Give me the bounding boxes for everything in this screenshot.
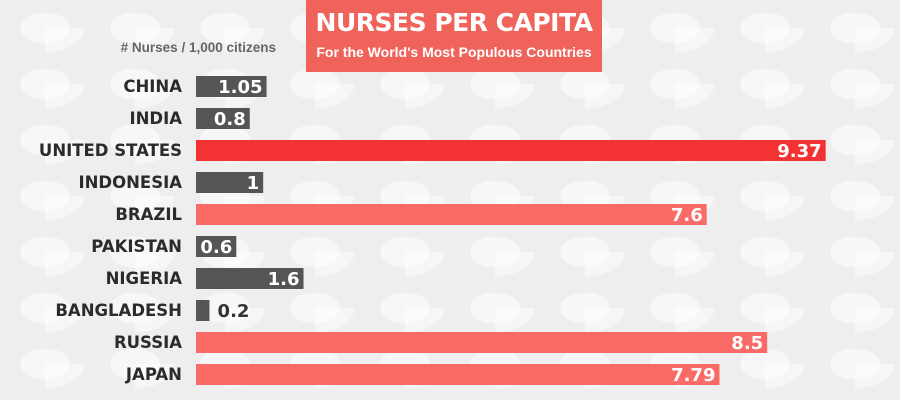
category-label: CHINA xyxy=(123,77,182,96)
value-label: 9.37 xyxy=(777,141,821,162)
value-label: 8.5 xyxy=(731,333,763,354)
bar xyxy=(196,172,264,193)
category-label: INDONESIA xyxy=(78,173,182,192)
category-label: NIGERIA xyxy=(106,269,183,288)
value-label: 1.6 xyxy=(268,269,300,290)
bar xyxy=(196,268,304,289)
value-label: 7.6 xyxy=(671,205,703,226)
value-label: 7.79 xyxy=(671,365,715,386)
bar xyxy=(196,236,237,257)
value-label: 1 xyxy=(247,173,260,194)
bar xyxy=(196,108,250,129)
category-label: UNITED STATES xyxy=(39,141,182,160)
value-label: 0.6 xyxy=(200,237,232,258)
bar xyxy=(196,76,267,97)
value-label: 1.05 xyxy=(218,77,262,98)
category-label: INDIA xyxy=(129,109,182,128)
title-banner: NURSES PER CAPITA For the World's Most P… xyxy=(306,0,602,72)
chart-subtitle: For the World's Most Populous Countries xyxy=(316,44,592,60)
category-label: PAKISTAN xyxy=(91,237,182,256)
bar xyxy=(196,332,768,353)
bar xyxy=(196,300,210,321)
category-label: BANGLADESH xyxy=(55,301,182,320)
category-label: RUSSIA xyxy=(114,333,182,352)
value-label: 0.2 xyxy=(218,301,250,322)
bar xyxy=(196,204,707,225)
value-label: 0.8 xyxy=(214,109,246,130)
category-label: BRAZIL xyxy=(115,205,182,224)
unit-label: # Nurses / 1,000 citizens xyxy=(120,40,276,55)
category-label: JAPAN xyxy=(125,365,182,384)
chart-title: NURSES PER CAPITA xyxy=(315,8,593,37)
bar xyxy=(196,140,826,161)
bar xyxy=(196,364,720,385)
